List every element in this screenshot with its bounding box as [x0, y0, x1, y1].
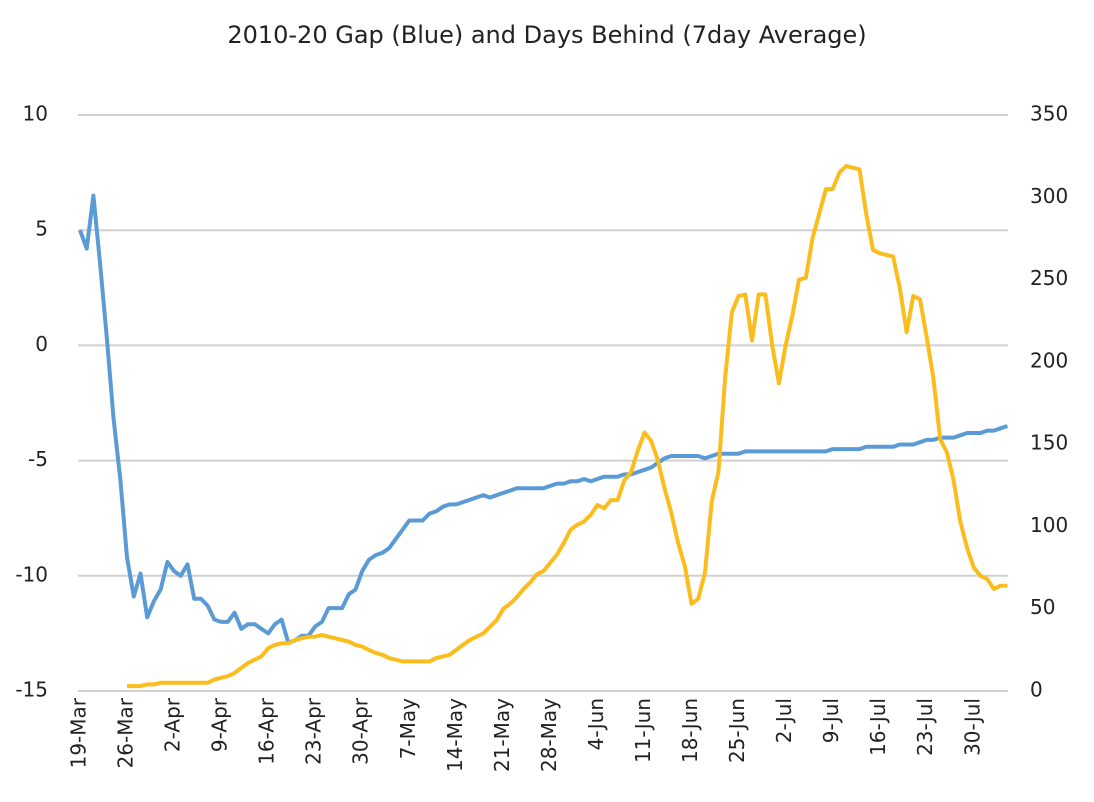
y2-tick-label: 50 — [1030, 595, 1055, 619]
x-tick-label: 30-Jul — [960, 698, 984, 756]
x-tick-label: 4-Jun — [584, 698, 608, 750]
x-tick-label: 19-Mar — [67, 697, 91, 768]
x-tick-label: 23-Apr — [302, 697, 326, 765]
y-tick-label: 0 — [35, 332, 48, 356]
x-tick-label: 28-May — [537, 698, 561, 772]
x-tick-label: 23-Jul — [913, 698, 937, 756]
x-tick-label: 9-Apr — [208, 697, 232, 752]
y-tick-label: -15 — [15, 678, 48, 702]
x-tick-label: 18-Jun — [678, 698, 702, 763]
x-tick-label: 26-Mar — [114, 697, 138, 768]
x-tick-label: 2-Jul — [772, 698, 796, 743]
x-tick-label: 25-Jun — [725, 698, 749, 763]
x-tick-label: 7-May — [396, 698, 420, 759]
y2-tick-label: 300 — [1030, 184, 1068, 208]
chart-title: 2010-20 Gap (Blue) and Days Behind (7day… — [227, 21, 866, 49]
x-tick-label: 16-Apr — [255, 697, 279, 765]
data-line — [78, 193, 1009, 645]
y2-tick-label: 350 — [1030, 102, 1068, 126]
x-tick-label: 30-Apr — [349, 697, 373, 765]
x-tick-label: 2-Apr — [161, 697, 185, 752]
y-tick-label: 10 — [23, 102, 48, 126]
y2-tick-label: 0 — [1030, 678, 1043, 702]
y2-tick-label: 200 — [1030, 348, 1068, 372]
y-tick-label: -5 — [28, 447, 48, 471]
y2-tick-label: 250 — [1030, 266, 1068, 290]
x-tick-label: 16-Jul — [866, 698, 890, 756]
x-tick-label: 9-Jul — [819, 698, 843, 743]
y2-tick-label: 100 — [1030, 513, 1068, 537]
x-tick-label: 14-May — [443, 698, 467, 772]
data-line — [127, 164, 1008, 689]
x-tick-label: 21-May — [490, 698, 514, 772]
y2-tick-label: 150 — [1030, 431, 1068, 455]
x-tick-label: 11-Jun — [631, 698, 655, 763]
y-tick-label: -10 — [15, 562, 48, 586]
y-tick-label: 5 — [35, 217, 48, 241]
